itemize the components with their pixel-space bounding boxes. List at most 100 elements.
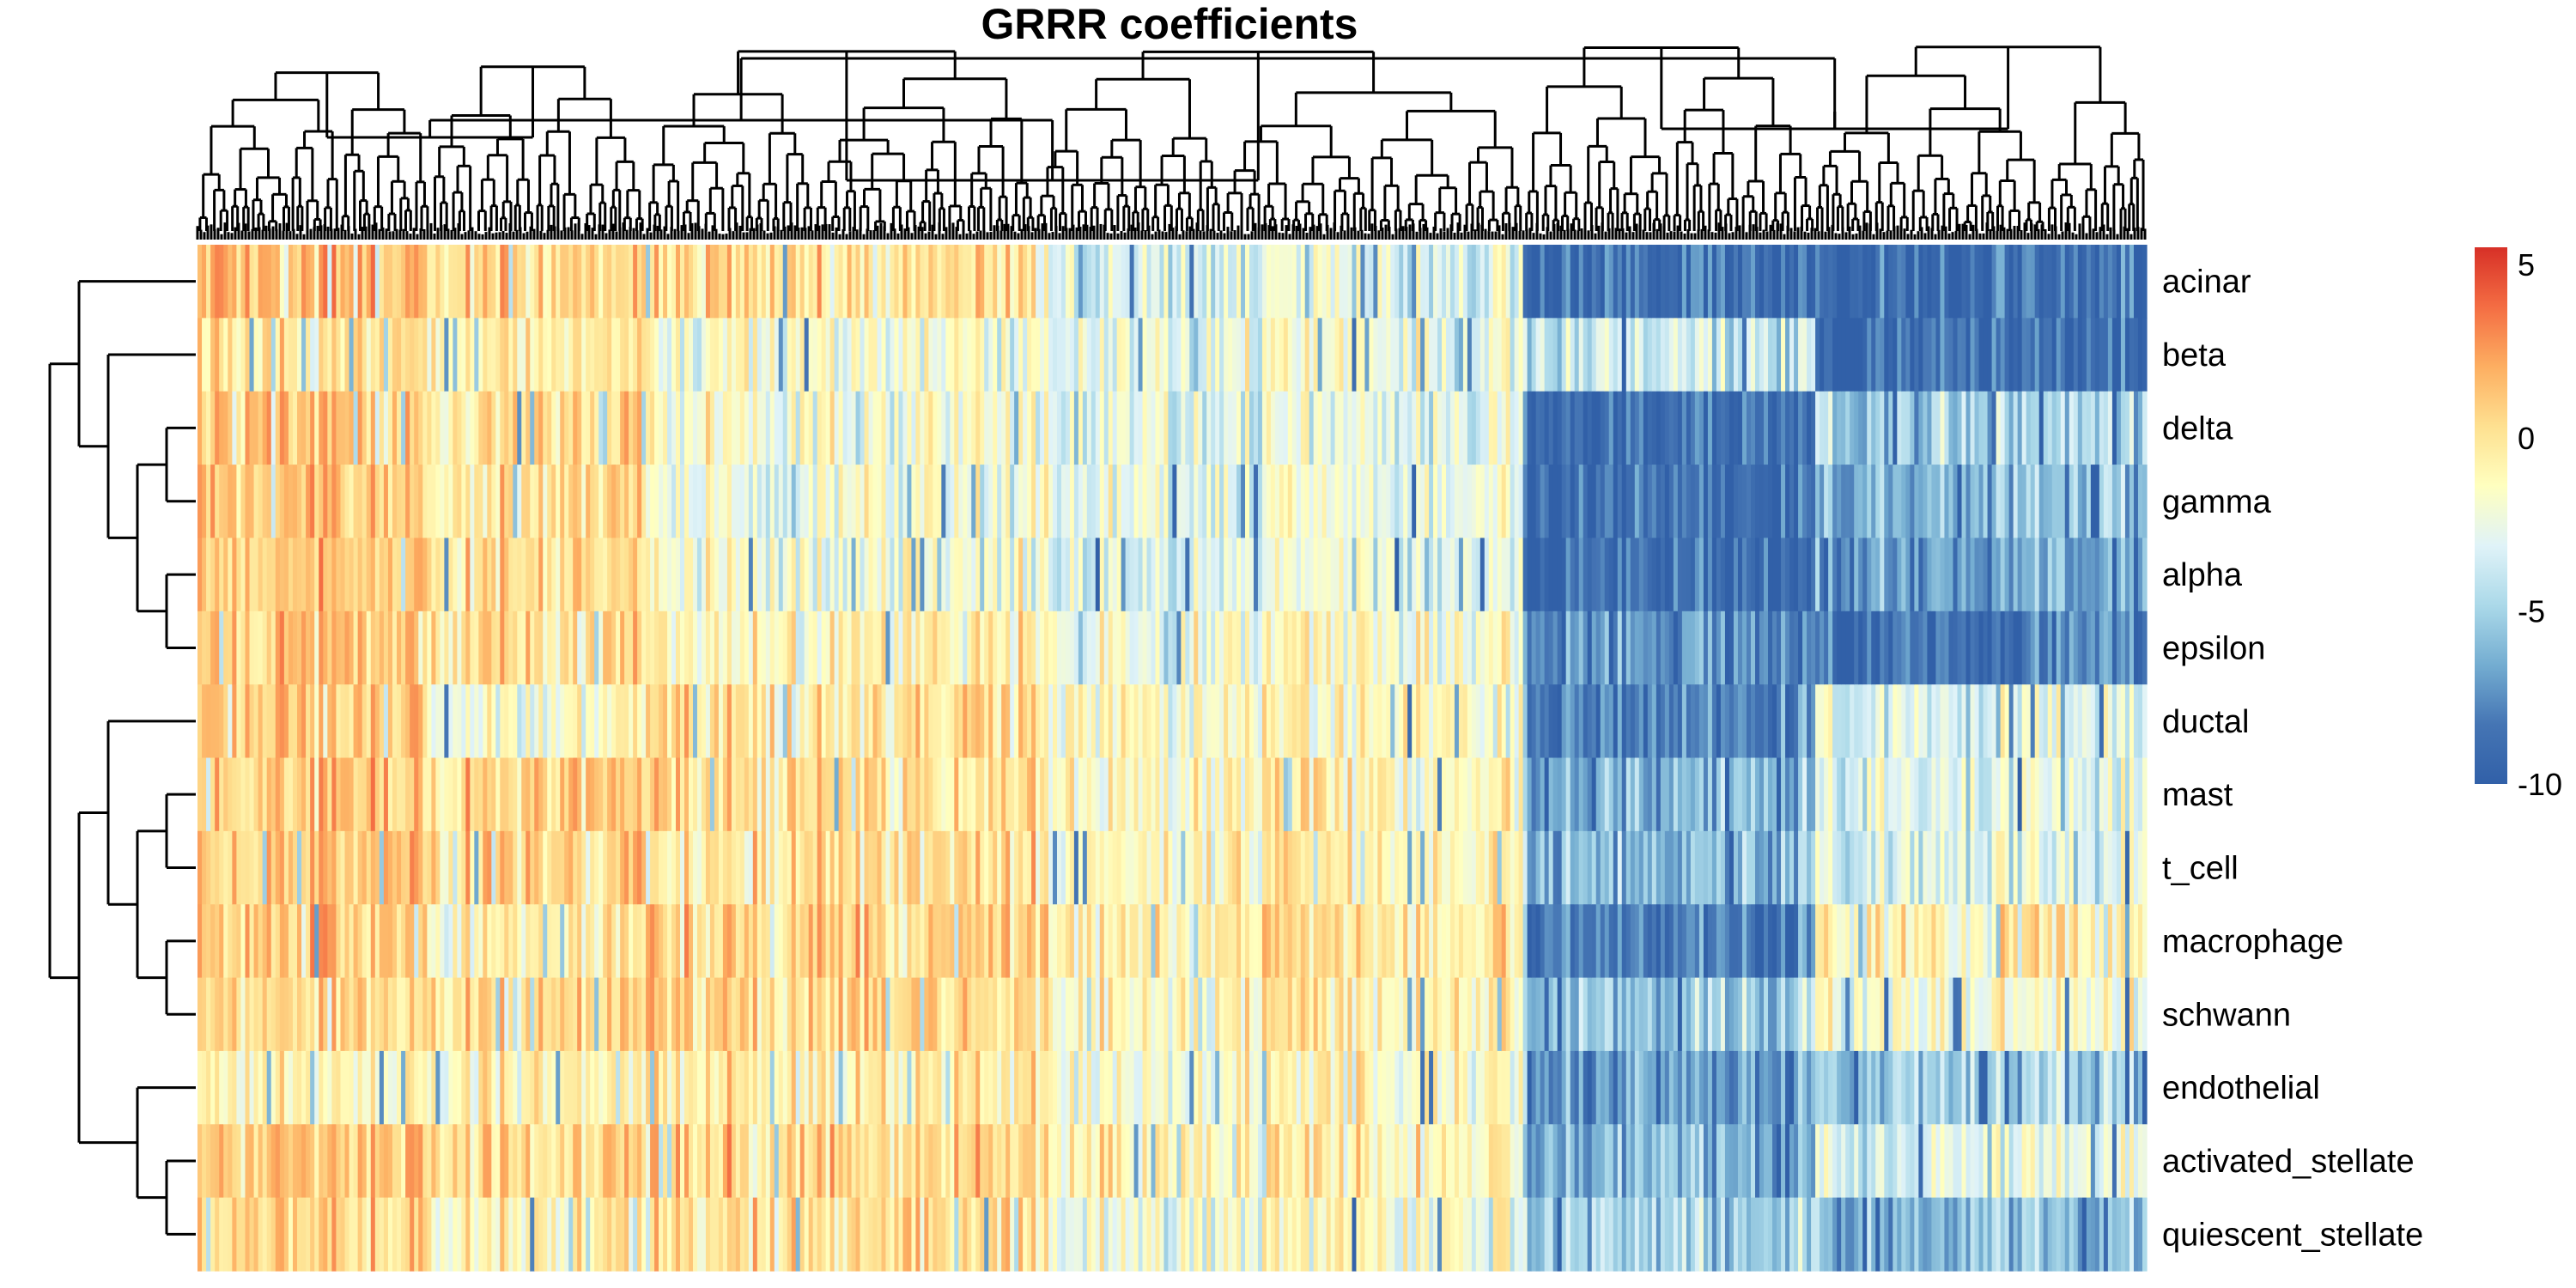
heatmap-cell bbox=[418, 904, 423, 979]
heatmap-cell bbox=[739, 318, 745, 392]
heatmap-cell bbox=[590, 391, 595, 465]
heatmap-cell bbox=[894, 830, 900, 905]
heatmap-cell bbox=[366, 1050, 372, 1125]
heatmap-cell bbox=[534, 684, 539, 759]
heatmap-cell bbox=[581, 830, 586, 905]
heatmap-cell bbox=[881, 830, 887, 905]
heatmap-cell bbox=[701, 391, 707, 465]
heatmap-cell bbox=[650, 245, 655, 319]
heatmap-cell bbox=[353, 977, 359, 1052]
heatmap-cell bbox=[646, 318, 651, 392]
heatmap-cell bbox=[240, 1124, 246, 1199]
heatmap-cell bbox=[1163, 684, 1170, 759]
heatmap-cell bbox=[765, 538, 771, 612]
heatmap-cell bbox=[620, 904, 625, 979]
heatmap-cell bbox=[422, 1124, 428, 1199]
heatmap-cell bbox=[864, 977, 870, 1052]
heatmap-cell bbox=[577, 757, 582, 832]
heatmap-cell bbox=[851, 245, 857, 319]
heatmap-cell bbox=[401, 1124, 406, 1199]
heatmap-cell bbox=[258, 977, 264, 1052]
heatmap-cell bbox=[722, 904, 728, 979]
heatmap-cell bbox=[838, 1197, 844, 1272]
heatmap-cell bbox=[1086, 1124, 1092, 1199]
heatmap-cell bbox=[1001, 1050, 1006, 1125]
heatmap-cell bbox=[821, 318, 827, 392]
heatmap-cell bbox=[842, 538, 848, 612]
heatmap-cell bbox=[266, 318, 272, 392]
heatmap-cell bbox=[722, 245, 728, 319]
heatmap-cell bbox=[967, 1124, 972, 1199]
heatmap-cell bbox=[1023, 1050, 1028, 1125]
heatmap-cell bbox=[817, 391, 823, 465]
heatmap-cell bbox=[435, 391, 440, 465]
heatmap-cell bbox=[344, 611, 350, 685]
heatmap-cell bbox=[1056, 757, 1062, 832]
heatmap-cell bbox=[620, 684, 625, 759]
heatmap-cell bbox=[671, 977, 677, 1052]
heatmap-cell bbox=[1176, 830, 1182, 905]
heatmap-cell bbox=[769, 684, 775, 759]
heatmap-cell bbox=[236, 538, 242, 612]
heatmap-cell bbox=[344, 391, 350, 465]
heatmap-cell bbox=[1065, 1124, 1071, 1199]
heatmap-cell bbox=[701, 904, 707, 979]
heatmap-cell bbox=[370, 1050, 376, 1125]
heatmap-cell bbox=[671, 465, 677, 539]
heatmap-cell bbox=[270, 391, 276, 465]
heatmap-cell bbox=[1010, 611, 1015, 685]
heatmap-cell bbox=[1078, 391, 1084, 465]
heatmap-cell bbox=[1206, 538, 1212, 612]
heatmap-cell bbox=[336, 1050, 342, 1125]
heatmap-cell bbox=[340, 318, 346, 392]
heatmap-cell bbox=[581, 1197, 586, 1272]
heatmap-cell bbox=[868, 757, 874, 832]
heatmap-cell bbox=[513, 684, 518, 759]
heatmap-cell bbox=[709, 684, 715, 759]
heatmap-cell bbox=[1010, 465, 1015, 539]
heatmap-cell bbox=[1027, 1197, 1032, 1272]
heatmap-cell bbox=[898, 1124, 904, 1199]
heatmap-cell bbox=[629, 318, 634, 392]
heatmap-cell bbox=[1023, 465, 1028, 539]
heatmap-cell bbox=[306, 1124, 311, 1199]
heatmap-cell bbox=[240, 904, 246, 979]
heatmap-cell bbox=[787, 1124, 793, 1199]
heatmap-cell bbox=[1232, 465, 1237, 539]
heatmap-cell bbox=[937, 1197, 942, 1272]
heatmap-cell bbox=[534, 830, 539, 905]
heatmap-cell bbox=[778, 830, 784, 905]
heatmap-cell bbox=[937, 318, 942, 392]
heatmap-cell bbox=[967, 1197, 972, 1272]
heatmap-cell bbox=[1224, 830, 1229, 905]
heatmap-cell bbox=[279, 1197, 285, 1272]
heatmap-cell bbox=[659, 318, 664, 392]
heatmap-cell bbox=[453, 318, 458, 392]
heatmap-cell bbox=[526, 684, 531, 759]
heatmap-cell bbox=[444, 1124, 449, 1199]
heatmap-cell bbox=[1142, 757, 1148, 832]
heatmap-cell bbox=[465, 1050, 471, 1125]
heatmap-cell bbox=[431, 245, 436, 319]
heatmap-cell bbox=[1202, 1197, 1207, 1272]
heatmap-cell bbox=[594, 611, 599, 685]
heatmap-cell bbox=[1185, 1197, 1190, 1272]
heatmap-cell bbox=[495, 245, 501, 319]
heatmap-cell bbox=[453, 611, 458, 685]
heatmap-cell bbox=[270, 245, 276, 319]
heatmap-cell bbox=[444, 245, 449, 319]
heatmap-cell bbox=[650, 391, 655, 465]
heatmap-cell bbox=[1027, 1050, 1032, 1125]
heatmap-cell bbox=[573, 1124, 578, 1199]
heatmap-cell bbox=[988, 757, 993, 832]
heatmap-cell bbox=[370, 465, 376, 539]
heatmap-cell bbox=[370, 977, 376, 1052]
heatmap-cell bbox=[1172, 465, 1177, 539]
heatmap-cell bbox=[676, 611, 681, 685]
heatmap-cell bbox=[945, 1197, 951, 1272]
heatmap-cell bbox=[487, 904, 492, 979]
heatmap-cell bbox=[761, 904, 767, 979]
heatmap-cell bbox=[1189, 1050, 1194, 1125]
heatmap-cell bbox=[937, 757, 942, 832]
heatmap-cell bbox=[739, 391, 745, 465]
